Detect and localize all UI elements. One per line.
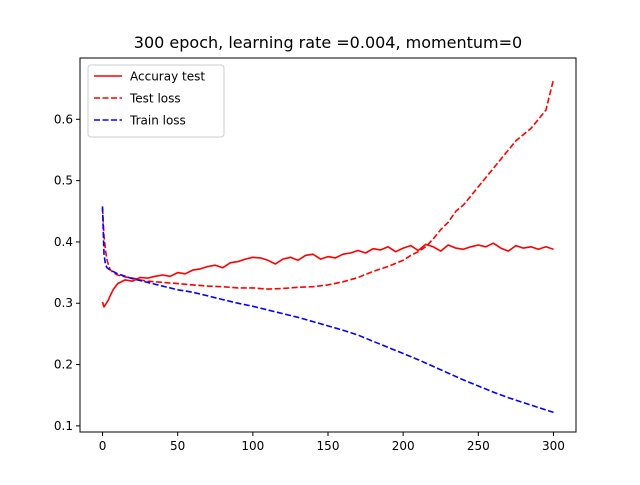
x-tick-label: 250	[467, 439, 490, 453]
series-line-accuray-test	[101, 242, 554, 308]
series-line-train-loss	[101, 206, 554, 414]
legend-label-train-loss: Train loss	[129, 114, 186, 128]
plot-area: 0 50 100 150 200 250 300 0.1 0.2 0.3 0.4 0.5 0.6 Accu…	[54, 57, 577, 453]
legend-label-accuray-test: Accuray test	[130, 70, 205, 84]
series-line-test-loss	[101, 79, 555, 290]
x-tick-label: 100	[241, 439, 264, 453]
chart-title: 300 epoch, learning rate =0.004, momentu…	[134, 33, 522, 52]
x-tick-label: 0	[99, 439, 107, 453]
y-tick-label: 0.2	[54, 358, 73, 372]
x-tick-label: 50	[170, 439, 185, 453]
x-tick-label: 200	[392, 439, 415, 453]
x-tick-label: 300	[542, 439, 565, 453]
y-tick-label: 0.1	[54, 419, 73, 433]
y-tick-label: 0.5	[54, 174, 73, 188]
y-tick-label: 0.6	[54, 112, 73, 126]
legend-label-test-loss: Test loss	[129, 92, 181, 106]
legend-box	[87, 64, 225, 138]
y-tick-label: 0.3	[54, 296, 73, 310]
x-tick-label: 150	[317, 439, 340, 453]
y-tick-label: 0.4	[54, 235, 73, 249]
